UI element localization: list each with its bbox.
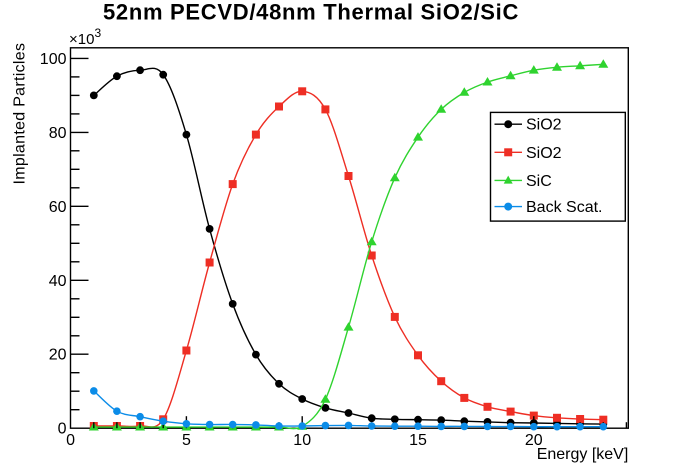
svg-text:20: 20 (525, 432, 543, 449)
svg-text:100: 100 (40, 51, 67, 68)
svg-text:10: 10 (293, 432, 311, 449)
svg-text:SiO2: SiO2 (526, 117, 562, 134)
svg-text:52nm PECVD/48nm Thermal SiO2/S: 52nm PECVD/48nm Thermal SiO2/SiC (103, 0, 519, 25)
svg-text:0: 0 (66, 432, 75, 449)
svg-text:SiC: SiC (526, 173, 552, 190)
svg-text:20: 20 (49, 347, 67, 364)
svg-text:SiO2: SiO2 (526, 145, 562, 162)
svg-text:40: 40 (49, 273, 67, 290)
svg-text:Energy [keV]: Energy [keV] (537, 446, 629, 463)
svg-text:5: 5 (182, 432, 191, 449)
svg-text:60: 60 (49, 199, 67, 216)
svg-text:0: 0 (58, 421, 67, 438)
svg-text:×103: ×103 (69, 26, 101, 48)
svg-text:Implanted Particles: Implanted Particles (12, 43, 29, 185)
svg-text:80: 80 (49, 125, 67, 142)
svg-text:Back Scat.: Back Scat. (526, 199, 602, 216)
svg-text:15: 15 (409, 432, 427, 449)
